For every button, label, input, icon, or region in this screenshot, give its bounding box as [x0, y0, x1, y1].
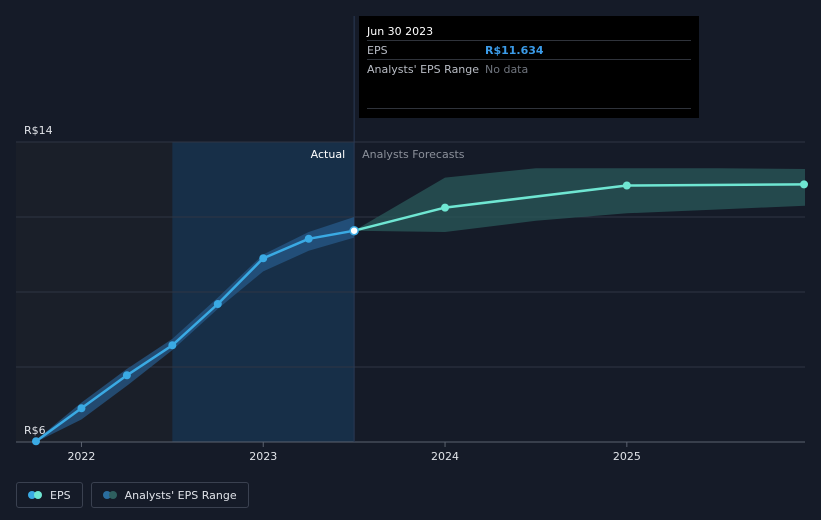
tooltip-range-value: No data — [485, 62, 529, 76]
eps-swatch-icon — [28, 491, 43, 499]
axis-labels: R$14 R$6 2022 2023 2024 2025 — [24, 124, 641, 463]
x-tick-label: 2023 — [249, 450, 277, 463]
y-tick-label: R$14 — [24, 124, 53, 137]
eps-point[interactable] — [122, 371, 131, 380]
tooltip-range-label: Analysts' EPS Range — [367, 62, 480, 76]
tooltip-row-eps: EPS R$11.634 — [367, 40, 691, 59]
tooltip-eps-value: R$11.634 — [485, 43, 544, 57]
x-tick-label: 2025 — [613, 450, 641, 463]
eps-point[interactable] — [259, 254, 268, 263]
data-points — [31, 180, 808, 446]
x-tick-label: 2022 — [67, 450, 95, 463]
eps-point[interactable] — [304, 234, 313, 243]
tooltip-date: Jun 30 2023 — [367, 25, 434, 38]
eps-point[interactable] — [77, 404, 86, 413]
legend-range-button[interactable]: Analysts' EPS Range — [90, 482, 249, 508]
legend-eps-label: EPS — [50, 488, 71, 502]
forecast-point[interactable] — [800, 180, 808, 189]
analyst-range-band-actual — [36, 217, 355, 442]
selected-point[interactable] — [349, 225, 359, 236]
tooltip-eps-label: EPS — [367, 43, 388, 57]
eps-point[interactable] — [31, 437, 40, 446]
tooltip-divider — [367, 108, 691, 109]
eps-line-actual — [35, 229, 355, 443]
actual-label: Actual — [311, 148, 345, 161]
forecast-point[interactable] — [622, 181, 631, 190]
eps-point[interactable] — [168, 341, 177, 350]
legend-eps-button[interactable]: EPS — [16, 482, 83, 508]
tooltip-row-range: Analysts' EPS Range No data — [367, 59, 691, 78]
range-swatch-icon — [102, 491, 118, 499]
eps-point[interactable] — [213, 300, 222, 308]
legend: EPS Analysts' EPS Range — [16, 482, 249, 508]
analyst-range-band-forecast — [354, 168, 805, 232]
x-tick-label: 2024 — [431, 450, 459, 463]
legend-range-label: Analysts' EPS Range — [124, 488, 237, 502]
y-tick-label: R$6 — [24, 424, 46, 437]
eps-line-forecast — [353, 183, 806, 232]
tooltip: Jun 30 2023 EPS R$11.634 Analysts' EPS R… — [359, 16, 699, 118]
forecast-label: Analysts Forecasts — [362, 148, 465, 161]
forecast-point[interactable] — [441, 203, 450, 212]
